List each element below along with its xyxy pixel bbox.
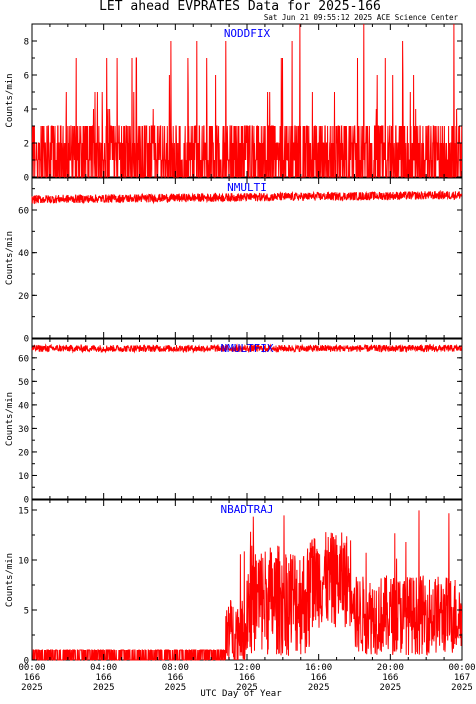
x-tick-label: 2025: [308, 683, 330, 693]
x-tick-label: 20:00: [377, 663, 404, 673]
x-tick-label: 2025: [236, 683, 258, 693]
y-tick-label: 10: [18, 557, 29, 567]
y-tick-label: 30: [18, 425, 29, 435]
panel-label: NMULTI: [227, 181, 267, 194]
x-tick-label: 12:00: [233, 663, 260, 673]
x-tick-label: 166: [311, 673, 327, 683]
panel-label: NODDFIX: [224, 27, 271, 40]
plot-frame: [31, 338, 463, 500]
x-tick-label: 166: [96, 673, 112, 683]
y-tick-label: 0: [24, 335, 29, 345]
panel-noddfix: 0 2 4 6 8 Counts/min NODDFIX: [5, 23, 463, 184]
y-axis-label: Counts/min: [5, 73, 15, 127]
y-axis-label: Counts/min: [5, 553, 15, 607]
y-tick-label: 5: [24, 607, 29, 617]
y-tick-label: 20: [18, 292, 29, 302]
y-tick-label: 60: [18, 207, 29, 217]
y-tick-label: 6: [24, 72, 29, 82]
x-tick-label: 08:00: [162, 663, 189, 673]
y-tick-label: 40: [18, 401, 29, 411]
y-tick-label: 60: [18, 354, 29, 364]
series-line-noddfix: [31, 23, 463, 178]
panel-nmulti: 0 20 40 60 Counts/min NMULTI: [5, 177, 463, 345]
y-tick-label: 4: [24, 106, 29, 116]
x-tick-label: 166: [24, 673, 40, 683]
x-tick-label: 16:00: [305, 663, 332, 673]
chart-title: LET ahead EVPRATES Data for 2025-166: [99, 0, 381, 14]
x-tick-label: 2025: [379, 683, 401, 693]
y-tick-label: 20: [18, 448, 29, 458]
x-tick-label: 04:00: [90, 663, 117, 673]
series-line-nmulti: [31, 189, 463, 205]
panels-group: 0 2 4 6 8 Counts/min NODDFIX 0 20 40 60 Counts/min N…: [5, 23, 463, 667]
x-tick-label: 166: [382, 673, 398, 683]
panel-label: NBADTRAJ: [221, 503, 274, 516]
x-tick-label: 2025: [451, 683, 473, 693]
y-tick-label: 0: [24, 174, 29, 184]
y-tick-label: 8: [24, 38, 29, 48]
panel-nmultfix: 0 10 20 30 40 50 60 Counts/min NMULTFIX: [5, 338, 463, 506]
x-axis-title: UTC Day of Year: [200, 689, 282, 699]
y-tick-label: 10: [18, 472, 29, 482]
panel-label: NMULTFIX: [221, 342, 274, 355]
x-tick-label: 2025: [164, 683, 186, 693]
y-tick-label: 40: [18, 249, 29, 259]
y-tick-label: 15: [18, 507, 29, 517]
y-tick-label: 0: [24, 496, 29, 506]
plot-frame: [31, 177, 463, 339]
x-tick-label: 167: [454, 673, 470, 683]
y-tick-label: 0: [24, 657, 29, 667]
x-tick-labels: 00:00166202504:00166202508:00166202512:0…: [18, 663, 475, 693]
panel-nbadtraj: 0 5 10 15 Counts/min NBADTRAJ: [5, 499, 463, 667]
x-tick-label: 00:00: [448, 663, 475, 673]
timestamp-label: Sat Jun 21 09:55:12 2025 ACE Science Cen…: [264, 13, 459, 22]
series-line-nmultfix: [31, 343, 463, 354]
x-tick-label: 00:00: [18, 663, 45, 673]
x-tick-label: 2025: [21, 683, 43, 693]
x-tick-label: 2025: [93, 683, 115, 693]
y-axis-label: Counts/min: [5, 392, 15, 446]
x-tick-label: 166: [167, 673, 183, 683]
y-tick-label: 50: [18, 378, 29, 388]
y-axis-label: Counts/min: [5, 231, 15, 285]
x-tick-label: 166: [239, 673, 255, 683]
y-tick-label: 2: [24, 140, 29, 150]
